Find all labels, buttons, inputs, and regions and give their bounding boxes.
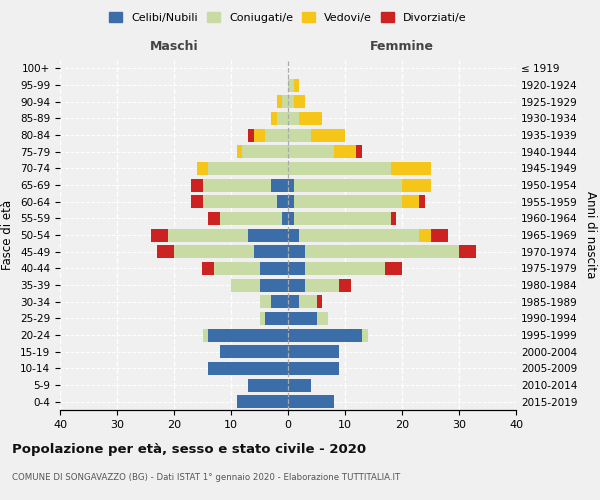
- Bar: [283, 95, 288, 108]
- Bar: [208, 328, 288, 342]
- Bar: [288, 345, 340, 358]
- Bar: [260, 295, 271, 308]
- Legend: Celibi/Nubili, Coniugati/e, Vedovi/e, Divorziati/e: Celibi/Nubili, Coniugati/e, Vedovi/e, Di…: [105, 8, 471, 28]
- Bar: [311, 128, 345, 141]
- Bar: [260, 278, 288, 291]
- Bar: [151, 228, 168, 241]
- Bar: [385, 262, 402, 275]
- Bar: [277, 95, 283, 108]
- Bar: [271, 178, 288, 192]
- Bar: [197, 162, 208, 175]
- Bar: [220, 345, 288, 358]
- Bar: [288, 328, 362, 342]
- Bar: [288, 162, 391, 175]
- Y-axis label: Anni di nascita: Anni di nascita: [584, 192, 597, 278]
- Bar: [391, 212, 397, 225]
- Bar: [288, 145, 334, 158]
- Bar: [157, 245, 174, 258]
- Bar: [288, 78, 294, 92]
- Y-axis label: Fasce di età: Fasce di età: [1, 200, 14, 270]
- Bar: [294, 195, 402, 208]
- Bar: [214, 262, 260, 275]
- Bar: [419, 195, 425, 208]
- Bar: [288, 395, 334, 408]
- Bar: [288, 128, 311, 141]
- Bar: [317, 295, 322, 308]
- Bar: [362, 328, 368, 342]
- Bar: [294, 178, 402, 192]
- Bar: [231, 278, 260, 291]
- Bar: [288, 262, 305, 275]
- Bar: [208, 212, 220, 225]
- Bar: [334, 145, 356, 158]
- Bar: [271, 295, 288, 308]
- Bar: [288, 295, 299, 308]
- Bar: [288, 228, 299, 241]
- Bar: [242, 145, 288, 158]
- Bar: [271, 112, 277, 125]
- Bar: [402, 178, 431, 192]
- Bar: [254, 245, 288, 258]
- Bar: [248, 228, 288, 241]
- Bar: [260, 312, 265, 325]
- Bar: [288, 195, 294, 208]
- Bar: [265, 312, 288, 325]
- Bar: [277, 112, 288, 125]
- Text: Femmine: Femmine: [370, 40, 434, 52]
- Bar: [202, 178, 271, 192]
- Bar: [391, 162, 431, 175]
- Bar: [220, 212, 283, 225]
- Bar: [402, 195, 419, 208]
- Bar: [317, 312, 328, 325]
- Bar: [248, 128, 254, 141]
- Bar: [202, 262, 214, 275]
- Bar: [305, 262, 385, 275]
- Bar: [236, 395, 288, 408]
- Bar: [260, 262, 288, 275]
- Bar: [208, 362, 288, 375]
- Bar: [174, 245, 254, 258]
- Bar: [288, 362, 340, 375]
- Bar: [288, 245, 305, 258]
- Bar: [288, 178, 294, 192]
- Bar: [277, 195, 288, 208]
- Text: Maschi: Maschi: [149, 40, 199, 52]
- Bar: [254, 128, 265, 141]
- Bar: [299, 295, 317, 308]
- Bar: [288, 278, 305, 291]
- Bar: [299, 112, 322, 125]
- Bar: [288, 112, 299, 125]
- Bar: [288, 312, 317, 325]
- Bar: [294, 78, 299, 92]
- Bar: [356, 145, 362, 158]
- Text: COMUNE DI SONGAVAZZO (BG) - Dati ISTAT 1° gennaio 2020 - Elaborazione TUTTITALIA: COMUNE DI SONGAVAZZO (BG) - Dati ISTAT 1…: [12, 472, 400, 482]
- Bar: [305, 245, 459, 258]
- Bar: [294, 95, 305, 108]
- Bar: [168, 228, 248, 241]
- Bar: [208, 162, 288, 175]
- Bar: [419, 228, 431, 241]
- Bar: [203, 328, 208, 342]
- Bar: [288, 95, 294, 108]
- Text: Popolazione per età, sesso e stato civile - 2020: Popolazione per età, sesso e stato civil…: [12, 442, 366, 456]
- Bar: [283, 212, 288, 225]
- Bar: [288, 378, 311, 392]
- Bar: [203, 195, 277, 208]
- Bar: [191, 178, 203, 192]
- Bar: [265, 128, 288, 141]
- Bar: [248, 378, 288, 392]
- Bar: [299, 228, 419, 241]
- Bar: [294, 212, 391, 225]
- Bar: [237, 145, 242, 158]
- Bar: [459, 245, 476, 258]
- Bar: [191, 195, 203, 208]
- Bar: [340, 278, 350, 291]
- Bar: [288, 212, 294, 225]
- Bar: [431, 228, 448, 241]
- Bar: [305, 278, 340, 291]
